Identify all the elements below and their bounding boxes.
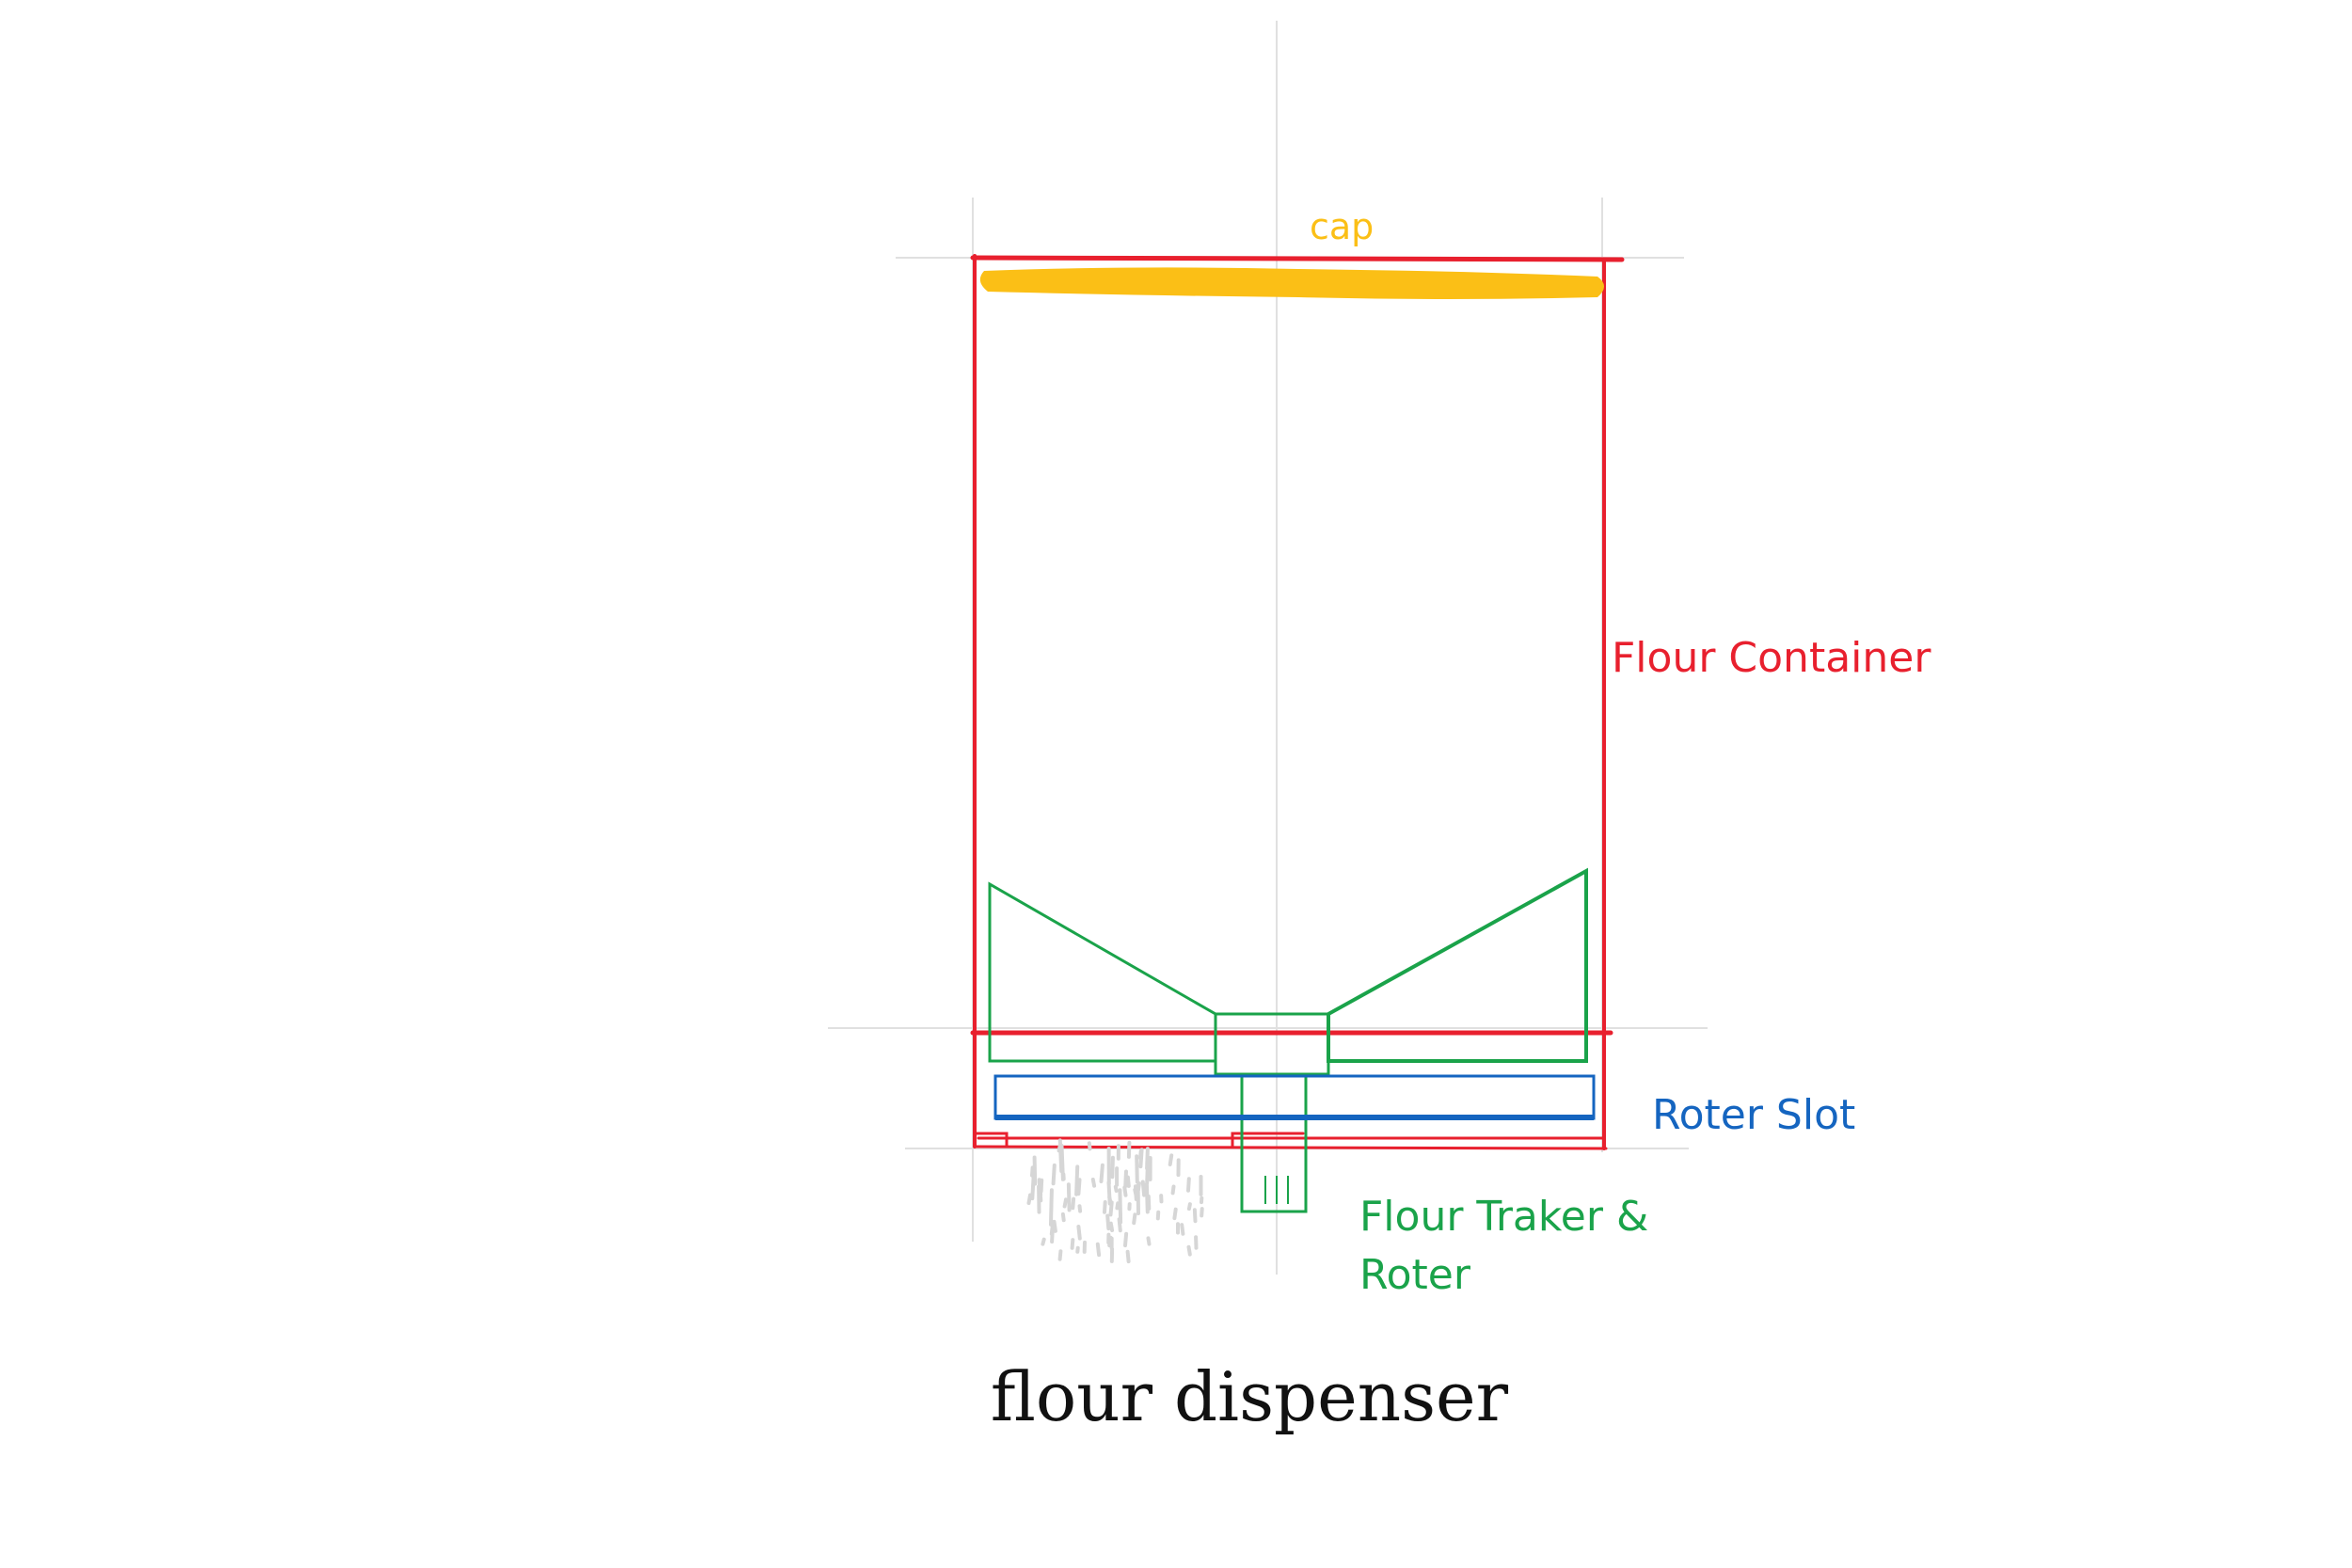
flour-particle bbox=[1132, 1212, 1137, 1226]
flour-particle bbox=[1122, 1185, 1128, 1197]
diagram-title: flour dispenser bbox=[991, 1357, 1509, 1436]
flour-particle bbox=[1135, 1154, 1139, 1184]
flour-particle bbox=[1076, 1178, 1082, 1196]
flour-particle bbox=[1200, 1207, 1204, 1218]
flour-particle bbox=[1107, 1235, 1113, 1248]
flour-particle bbox=[1108, 1200, 1114, 1217]
flour-particle bbox=[1113, 1184, 1119, 1193]
flour-particle bbox=[1110, 1155, 1115, 1180]
flour-particle bbox=[1066, 1182, 1072, 1212]
flour-tracker-label-line1: Flour Traker & bbox=[1359, 1193, 1648, 1241]
flour-particle bbox=[1037, 1178, 1043, 1196]
flour-particle bbox=[1062, 1197, 1068, 1209]
flour-particle bbox=[1144, 1182, 1150, 1214]
flour-particle bbox=[1180, 1223, 1185, 1236]
flour-particle bbox=[1051, 1163, 1057, 1186]
flour-particle bbox=[1052, 1219, 1057, 1233]
flour-particle bbox=[1126, 1140, 1132, 1159]
flour-particle bbox=[1136, 1181, 1141, 1193]
flour-particle bbox=[1146, 1236, 1152, 1246]
roter-slot bbox=[993, 1074, 1596, 1120]
flour-particle bbox=[1138, 1148, 1143, 1160]
flour-particle bbox=[1105, 1213, 1111, 1231]
flour-particle bbox=[1170, 1184, 1176, 1196]
flour-particle bbox=[1077, 1204, 1083, 1213]
flour-particle bbox=[1090, 1178, 1097, 1188]
flour-particle bbox=[1186, 1177, 1191, 1193]
flour-particle bbox=[1168, 1153, 1174, 1166]
flour-particle bbox=[1115, 1201, 1120, 1211]
flour-particles bbox=[1026, 1138, 1204, 1264]
flour-tracker-label-line2: Roter bbox=[1359, 1251, 1471, 1299]
flour-particle bbox=[1030, 1165, 1035, 1178]
flour-particle bbox=[1192, 1208, 1198, 1224]
rotor-hub bbox=[1214, 1012, 1330, 1076]
flour-particle bbox=[1049, 1188, 1054, 1227]
flour-particle bbox=[1186, 1202, 1192, 1212]
flour-particle bbox=[1057, 1249, 1063, 1261]
flour-particle bbox=[1145, 1155, 1151, 1185]
rotor-shaft bbox=[1240, 1072, 1308, 1213]
flour-particle bbox=[1133, 1187, 1138, 1198]
flour-particle bbox=[1099, 1163, 1104, 1183]
flour-particle bbox=[1026, 1193, 1032, 1205]
flour-particle bbox=[1087, 1141, 1092, 1151]
guide-lines bbox=[828, 21, 1708, 1275]
flour-particle bbox=[1186, 1244, 1192, 1257]
flour-particle bbox=[1108, 1221, 1115, 1232]
flour-particle bbox=[1103, 1200, 1107, 1214]
flour-particle bbox=[1140, 1180, 1147, 1197]
flour-particle bbox=[1125, 1249, 1131, 1264]
flour-particle bbox=[1125, 1175, 1131, 1188]
cap-label: cap bbox=[1310, 206, 1374, 247]
flour-particle bbox=[1074, 1164, 1080, 1196]
flour-particle bbox=[1106, 1180, 1112, 1206]
flour-particle bbox=[1123, 1169, 1128, 1189]
flour-particle bbox=[1123, 1231, 1129, 1248]
flour-container-label: Flour Container bbox=[1612, 634, 1931, 682]
flour-particle bbox=[1060, 1212, 1066, 1223]
flour-particle bbox=[1057, 1138, 1064, 1173]
flour-tracker-roter bbox=[988, 867, 1588, 1213]
flour-particle bbox=[1030, 1173, 1036, 1201]
roter-slot-label: Roter Slot bbox=[1652, 1091, 1855, 1139]
flour-particle bbox=[1076, 1225, 1082, 1241]
flour-container bbox=[970, 254, 1625, 1150]
flour-particle bbox=[1095, 1242, 1102, 1258]
flour-particle bbox=[1172, 1207, 1178, 1221]
flour-particle bbox=[1041, 1237, 1046, 1246]
cap bbox=[979, 267, 1604, 299]
